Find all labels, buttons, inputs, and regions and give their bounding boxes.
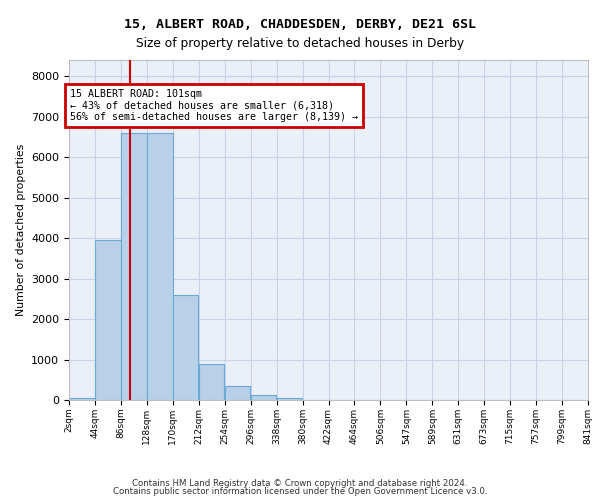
Bar — [199, 364, 224, 400]
Bar — [173, 295, 199, 400]
Bar — [277, 398, 302, 400]
Bar — [95, 240, 121, 400]
Bar — [251, 394, 277, 400]
Text: Contains HM Land Registry data © Crown copyright and database right 2024.: Contains HM Land Registry data © Crown c… — [132, 478, 468, 488]
Bar — [225, 386, 250, 400]
Bar — [121, 133, 146, 400]
Text: 15, ALBERT ROAD, CHADDESDEN, DERBY, DE21 6SL: 15, ALBERT ROAD, CHADDESDEN, DERBY, DE21… — [124, 18, 476, 30]
Text: Contains public sector information licensed under the Open Government Licence v3: Contains public sector information licen… — [113, 488, 487, 496]
Y-axis label: Number of detached properties: Number of detached properties — [16, 144, 26, 316]
Bar — [147, 133, 173, 400]
Bar — [69, 398, 95, 400]
Text: Size of property relative to detached houses in Derby: Size of property relative to detached ho… — [136, 38, 464, 51]
Text: 15 ALBERT ROAD: 101sqm
← 43% of detached houses are smaller (6,318)
56% of semi-: 15 ALBERT ROAD: 101sqm ← 43% of detached… — [70, 89, 358, 122]
